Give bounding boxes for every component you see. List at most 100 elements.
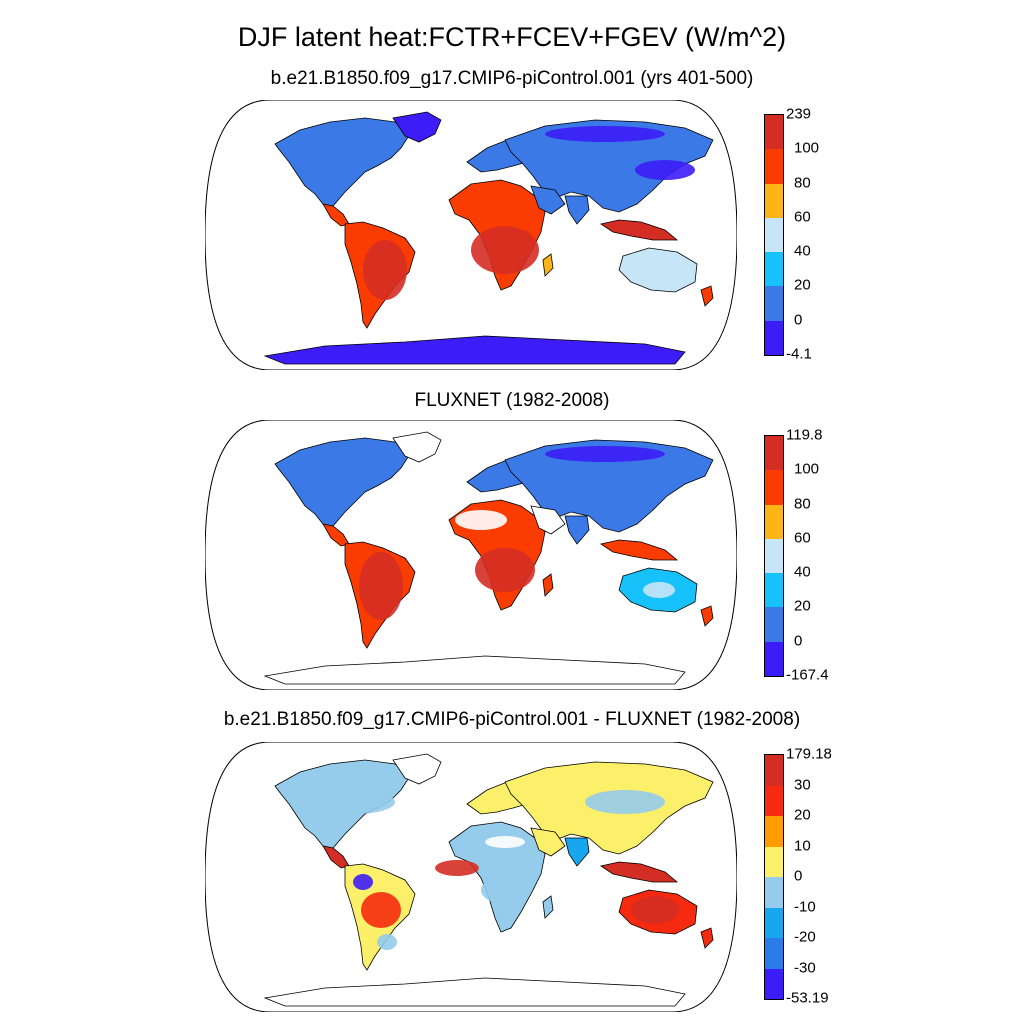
value-patch: [471, 226, 539, 274]
colorbar-tick-label: 40: [794, 242, 811, 260]
value-patch: [455, 510, 507, 530]
continent-antarctica: [263, 977, 686, 1007]
panel-1-title: b.e21.B1850.f09_g17.CMIP6-piControl.001 …: [270, 68, 754, 89]
land-layer: [263, 431, 714, 685]
continent-india: [564, 515, 590, 545]
continent-madagascar: [542, 573, 554, 597]
colorbar-tick-label: 20: [794, 276, 811, 294]
colorbar-tick-label: 119.8: [786, 426, 823, 444]
colorbar-tick-label: 0: [794, 867, 803, 885]
land-layer: [263, 111, 714, 365]
continent-arabia: [530, 827, 566, 857]
continent-centralAmerica: [322, 523, 350, 547]
continent-maritime: [599, 539, 679, 561]
continent-greenland: [392, 111, 442, 143]
colorbar-swatch: [765, 968, 783, 999]
continent-maritime: [599, 219, 679, 241]
continent-antarctica: [263, 655, 686, 685]
continent-madagascar: [542, 895, 554, 919]
colorbar-tick-label: 179.18: [786, 745, 832, 763]
colorbar-swatch: [765, 846, 783, 877]
colorbar-tick-label: 30: [794, 776, 811, 793]
value-patch: [315, 790, 395, 814]
map-frame: [205, 100, 737, 370]
panel-2-title: FLUXNET (1982-2008): [414, 390, 610, 411]
value-patch: [377, 934, 397, 950]
value-patch: [511, 210, 539, 230]
value-patch: [545, 446, 665, 462]
continent-greenland: [392, 753, 442, 785]
value-patch: [485, 836, 525, 848]
colorbar-tick-label: 80: [794, 174, 811, 192]
colorbar-swatch: [765, 149, 783, 184]
colorbar-swatch: [765, 938, 783, 969]
land-layer: [263, 753, 714, 1007]
colorbar-swatch: [765, 252, 783, 287]
continent-centralAmerica: [322, 845, 350, 869]
continent-india: [564, 195, 590, 225]
continent-newZealand: [700, 285, 714, 307]
colorbar-tick-label: 40: [794, 563, 811, 581]
colorbar-1: [764, 114, 784, 356]
panel-1-map: [205, 100, 737, 370]
colorbar-swatch: [765, 607, 783, 642]
panel-3-title: b.e21.B1850.f09_g17.CMIP6-piControl.001 …: [223, 709, 801, 730]
colorbar-tick-label: 0: [794, 311, 803, 329]
value-patch: [643, 582, 675, 598]
colorbar-swatch: [765, 470, 783, 505]
continent-asia: [504, 439, 714, 533]
colorbar-tick-label: 239: [786, 105, 812, 123]
colorbar-tick-label: 0: [794, 632, 803, 650]
value-patch: [631, 896, 679, 924]
continent-antarctica: [263, 335, 686, 365]
colorbar-swatch: [765, 573, 783, 608]
colorbar-tick-label: -167.4: [786, 666, 829, 684]
value-patch: [435, 860, 479, 876]
map-frame: [205, 420, 737, 690]
continent-greenland: [392, 431, 442, 463]
colorbar-swatch: [765, 217, 783, 253]
value-patch: [635, 160, 695, 180]
colorbar-tick-label: 60: [794, 529, 811, 547]
colorbar-swatch: [765, 320, 783, 355]
continent-arabia: [530, 505, 566, 535]
colorbar-swatch: [765, 816, 783, 847]
colorbar-tick-label: -30: [794, 959, 816, 976]
value-patch: [585, 790, 665, 814]
colorbar-swatch: [765, 641, 783, 676]
colorbar-tick-label: -20: [794, 928, 816, 946]
figure-title: DJF latent heat:FCTR+FCEV+FGEV (W/m^2): [237, 22, 787, 52]
continent-australia: [618, 247, 698, 293]
continent-asia: [504, 119, 714, 213]
map-frame: [205, 742, 737, 1012]
colorbar-swatch: [765, 785, 783, 816]
colorbar-swatch: [765, 183, 783, 218]
colorbar-2: [764, 435, 784, 677]
continent-maritime: [599, 861, 679, 883]
continent-india: [564, 837, 590, 867]
value-patch: [475, 548, 535, 592]
continent-arabia: [530, 185, 566, 215]
value-patch: [353, 874, 373, 890]
colorbar-swatch: [765, 538, 783, 574]
continent-northAmerica: [274, 437, 411, 527]
colorbar-tick-label: 80: [794, 495, 811, 513]
panel-2-map: [205, 420, 737, 690]
colorbar-tick-label: -4.1: [786, 345, 812, 363]
colorbar-swatch: [765, 436, 783, 471]
continent-newZealand: [700, 605, 714, 627]
colorbar-swatch: [765, 115, 783, 150]
value-patch: [359, 552, 403, 620]
colorbar-swatch: [765, 755, 783, 786]
colorbar-tick-label: -10: [794, 898, 816, 915]
value-patch: [481, 876, 529, 904]
continent-centralAmerica: [322, 203, 350, 227]
colorbar-swatch: [765, 907, 783, 938]
colorbar-swatch: [765, 877, 783, 908]
colorbar-tick-label: 100: [794, 139, 820, 157]
continent-madagascar: [542, 253, 554, 277]
colorbar-tick-label: 10: [794, 837, 811, 854]
value-patch: [545, 126, 665, 142]
value-patch: [363, 240, 407, 300]
colorbar-swatch: [765, 286, 783, 321]
